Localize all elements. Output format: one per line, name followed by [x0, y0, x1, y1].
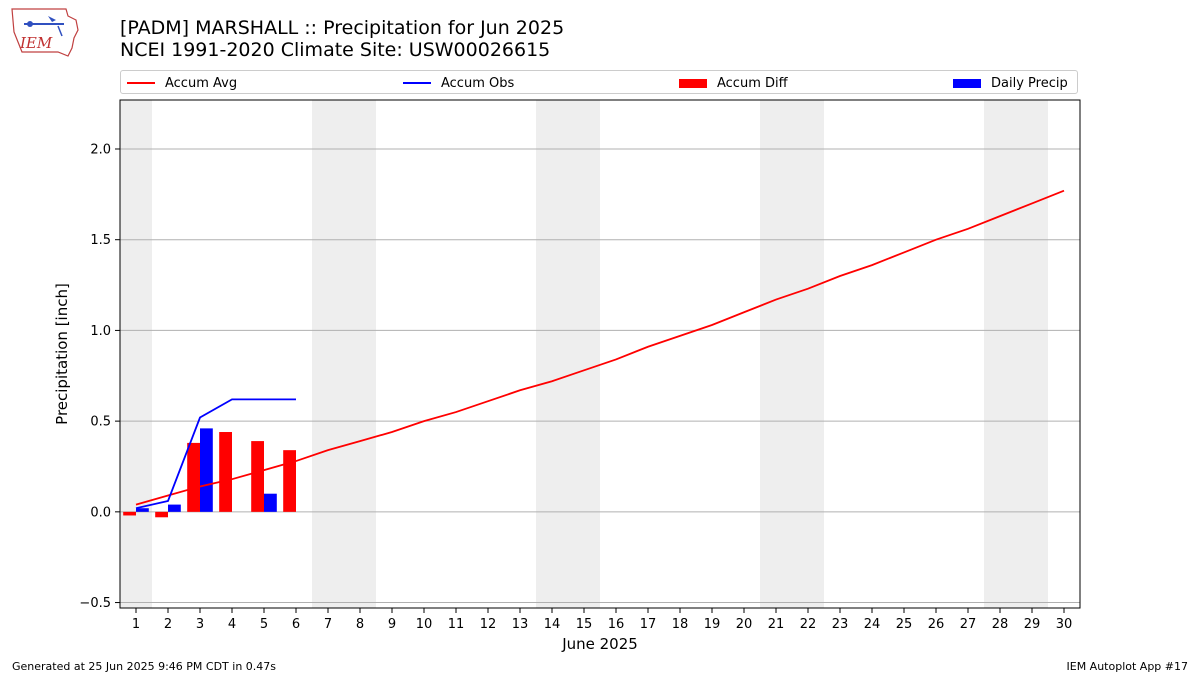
x-tick-label-5: 5	[260, 617, 268, 632]
x-tick-label-22: 22	[800, 617, 817, 632]
legend-label-daily-precip: Daily Precip	[991, 75, 1068, 91]
legend-label-accum-obs: Accum Obs	[441, 75, 515, 91]
x-tick-label-11: 11	[448, 617, 465, 632]
title-line-2: NCEI 1991-2020 Climate Site: USW00026615	[120, 39, 551, 61]
y-tick-label-1: 0.0	[90, 505, 111, 520]
title-line-1: [PADM] MARSHALL :: Precipitation for Jun…	[120, 17, 565, 39]
legend-item-daily-precip: Daily Precip	[953, 71, 1068, 95]
legend-item-accum-diff: Accum Diff	[679, 71, 788, 95]
bar-daily-precip-1	[136, 508, 149, 512]
x-tick-label-14: 14	[544, 617, 561, 632]
chart-title: [PADM] MARSHALL :: Precipitation for Jun…	[120, 17, 564, 61]
x-tick-label-19: 19	[704, 617, 721, 632]
x-tick-label-24: 24	[864, 617, 881, 632]
legend-swatch-accum-avg	[127, 82, 155, 84]
logo-text: IEM	[19, 34, 53, 52]
x-tick-label-8: 8	[356, 617, 364, 632]
plot-frame	[119, 99, 1081, 609]
bar-accum-diff-1	[123, 511, 136, 516]
bar-daily-precip-3	[200, 428, 213, 512]
y-tick-label-4: 1.5	[90, 233, 111, 248]
x-tick-label-9: 9	[388, 617, 396, 632]
y-axis-label: Precipitation [inch]	[53, 283, 71, 425]
weekend-band-3	[760, 100, 824, 608]
bar-accum-diff-6	[283, 450, 296, 512]
iem-logo: IEM	[11, 8, 79, 57]
bar-daily-precip-5	[264, 493, 277, 512]
x-tick-label-2: 2	[164, 617, 172, 632]
y-tick-label-2: 0.5	[90, 415, 111, 430]
x-tick-label-10: 10	[416, 617, 433, 632]
legend-swatch-accum-obs	[403, 82, 431, 84]
x-tick-label-28: 28	[992, 617, 1009, 632]
x-tick-label-21: 21	[768, 617, 785, 632]
x-tick-label-26: 26	[928, 617, 945, 632]
x-tick-label-15: 15	[576, 617, 593, 632]
weekend-band-4	[984, 100, 1048, 608]
legend-swatch-accum-diff	[679, 78, 707, 88]
legend-swatch-daily-precip	[953, 78, 981, 88]
x-tick-label-25: 25	[896, 617, 913, 632]
y-tick-label-0: −0.5	[79, 596, 111, 611]
x-tick-label-29: 29	[1024, 617, 1041, 632]
bar-daily-precip-2	[168, 504, 181, 512]
legend-item-accum-obs: Accum Obs	[403, 71, 514, 95]
y-tick-label-5: 2.0	[90, 142, 111, 157]
legend: Accum Avg Accum Obs Accum Diff Daily Pre…	[120, 70, 1078, 94]
legend-label-accum-diff: Accum Diff	[717, 75, 788, 91]
x-tick-label-6: 6	[292, 617, 300, 632]
x-tick-label-16: 16	[608, 617, 625, 632]
weekend-band-0	[120, 100, 152, 608]
x-tick-label-13: 13	[512, 617, 529, 632]
bar-accum-diff-5	[251, 441, 264, 512]
legend-item-accum-avg: Accum Avg	[127, 71, 237, 95]
x-tick-label-18: 18	[672, 617, 689, 632]
footer-app-id: IEM Autoplot App #17	[1066, 660, 1189, 673]
x-tick-label-7: 7	[324, 617, 332, 632]
x-axis-label: June 2025	[561, 635, 638, 653]
line-accum-obs	[135, 398, 296, 510]
x-tick-label-23: 23	[832, 617, 849, 632]
bar-accum-diff-2	[155, 511, 168, 518]
bar-accum-diff-4	[219, 432, 232, 512]
x-tick-label-3: 3	[196, 617, 204, 632]
legend-label-accum-avg: Accum Avg	[165, 75, 238, 91]
x-tick-label-27: 27	[960, 617, 977, 632]
footer-generated: Generated at 25 Jun 2025 9:46 PM CDT in …	[12, 660, 277, 673]
weekend-band-1	[312, 100, 376, 608]
x-tick-label-12: 12	[480, 617, 497, 632]
line-accum-avg	[135, 189, 1065, 506]
x-tick-label-4: 4	[228, 617, 236, 632]
x-tick-label-17: 17	[640, 617, 657, 632]
y-tick-label-3: 1.0	[90, 324, 111, 339]
bar-accum-diff-3	[187, 442, 200, 512]
x-tick-label-20: 20	[736, 617, 753, 632]
x-tick-label-1: 1	[132, 617, 140, 632]
weekend-band-2	[536, 100, 600, 608]
x-tick-label-30: 30	[1056, 617, 1073, 632]
